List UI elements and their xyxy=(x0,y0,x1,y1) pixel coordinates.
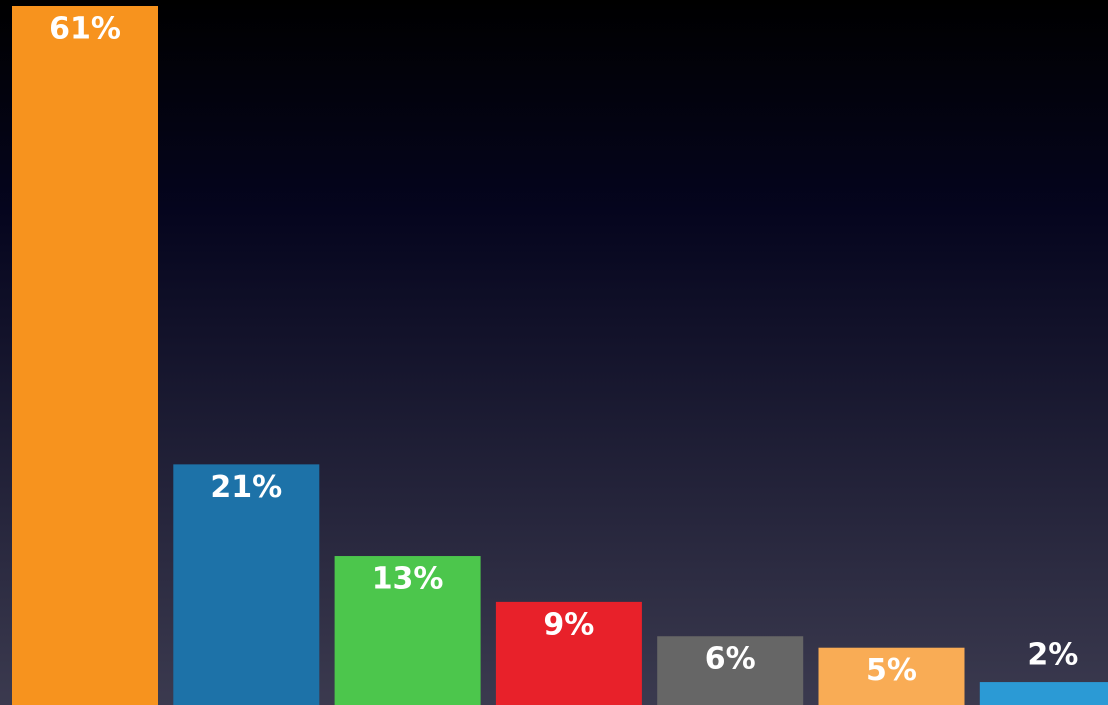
value-label: 5% xyxy=(866,653,917,688)
value-label: 21% xyxy=(210,470,282,505)
bar xyxy=(334,556,481,705)
bar xyxy=(818,647,965,705)
value-label: 2% xyxy=(1027,638,1078,673)
value-label: 9% xyxy=(543,607,594,642)
bar xyxy=(173,464,320,705)
value-label: 13% xyxy=(372,562,444,597)
bar xyxy=(495,601,642,705)
value-label: 61% xyxy=(49,12,121,47)
bar xyxy=(12,6,158,705)
bar xyxy=(979,682,1108,705)
value-label: 6% xyxy=(705,642,756,677)
bar xyxy=(657,636,804,705)
